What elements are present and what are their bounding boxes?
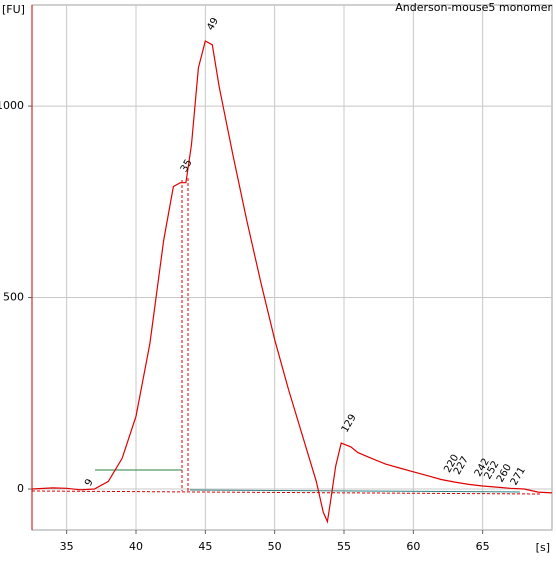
peak-label: 9 bbox=[83, 477, 96, 488]
x-tick-label: 65 bbox=[476, 540, 490, 553]
x-tick-label: 45 bbox=[198, 540, 212, 553]
peak-label: 49 bbox=[205, 16, 221, 33]
x-axis-label: [s] bbox=[536, 541, 550, 554]
x-tick-label: 40 bbox=[129, 540, 143, 553]
y-axis-label: [FU] bbox=[2, 3, 25, 16]
grid bbox=[32, 5, 552, 530]
region-marker bbox=[189, 489, 521, 493]
x-tick-label: 60 bbox=[406, 540, 420, 553]
trace bbox=[31, 40, 553, 524]
plot-area bbox=[31, 4, 553, 531]
y-tick-label: 500 bbox=[3, 291, 24, 304]
y-tick-label: 0 bbox=[17, 482, 24, 495]
y-tick-label: 1000 bbox=[0, 99, 24, 112]
x-tick-label: 55 bbox=[337, 540, 351, 553]
x-tick-label: 50 bbox=[268, 540, 282, 553]
x-tick-label: 35 bbox=[60, 540, 74, 553]
peak-label: 35 bbox=[179, 158, 195, 175]
chart-title: Anderson-mouse5 monomer bbox=[395, 1, 552, 14]
